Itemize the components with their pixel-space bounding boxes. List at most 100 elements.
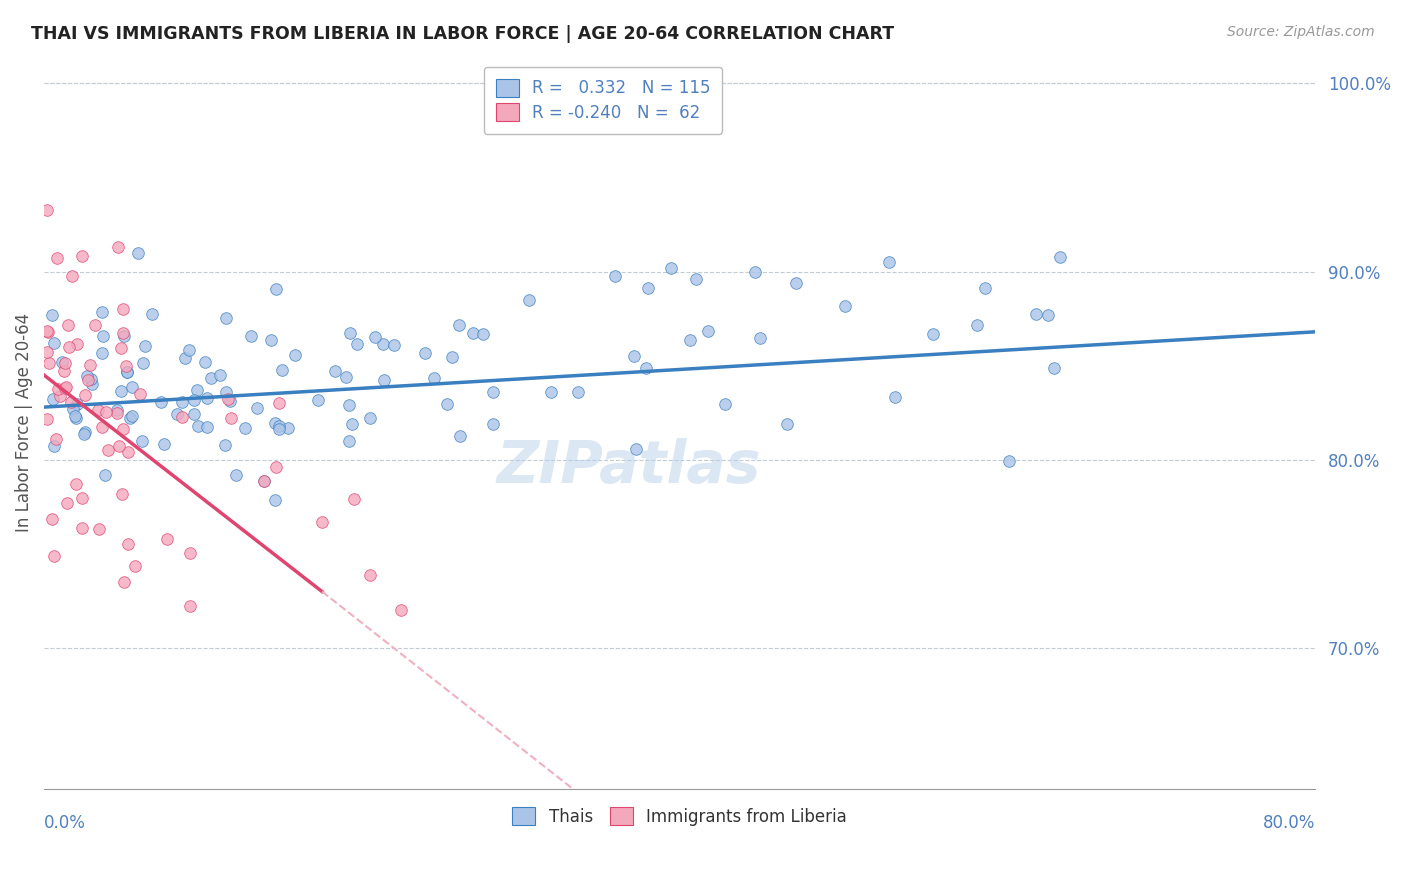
Point bbox=[267, 422, 290, 436]
Point bbox=[449, 429, 471, 443]
Point bbox=[170, 409, 193, 424]
Point bbox=[75, 425, 97, 439]
Point bbox=[51, 355, 73, 369]
Point bbox=[115, 365, 138, 379]
Point bbox=[776, 417, 799, 432]
Point bbox=[540, 385, 562, 400]
Point bbox=[45, 433, 67, 447]
Point bbox=[55, 380, 77, 394]
Point bbox=[339, 326, 361, 340]
Point bbox=[187, 419, 209, 434]
Point bbox=[110, 341, 132, 355]
Point bbox=[170, 395, 193, 409]
Point bbox=[79, 359, 101, 373]
Point bbox=[121, 409, 143, 423]
Point bbox=[605, 269, 627, 284]
Point bbox=[200, 371, 222, 385]
Point bbox=[214, 310, 236, 325]
Point bbox=[1049, 250, 1071, 264]
Point bbox=[173, 351, 195, 365]
Point bbox=[37, 344, 59, 359]
Point bbox=[42, 549, 65, 563]
Point bbox=[177, 343, 200, 358]
Point bbox=[877, 255, 900, 269]
Point bbox=[87, 403, 110, 417]
Point bbox=[346, 337, 368, 351]
Point bbox=[624, 442, 647, 457]
Point bbox=[744, 265, 766, 279]
Point bbox=[46, 252, 69, 266]
Point bbox=[134, 339, 156, 353]
Point bbox=[110, 487, 132, 501]
Point bbox=[749, 331, 772, 345]
Point bbox=[373, 373, 395, 387]
Point bbox=[53, 356, 76, 370]
Point bbox=[56, 318, 79, 333]
Point bbox=[112, 302, 135, 317]
Point bbox=[391, 603, 413, 617]
Point bbox=[225, 468, 247, 483]
Point bbox=[153, 437, 176, 451]
Point bbox=[112, 329, 135, 343]
Point bbox=[195, 419, 218, 434]
Point bbox=[117, 365, 139, 379]
Point bbox=[107, 240, 129, 254]
Point bbox=[91, 304, 114, 318]
Y-axis label: In Labor Force | Age 20-64: In Labor Force | Age 20-64 bbox=[15, 312, 32, 532]
Point bbox=[267, 396, 290, 410]
Point bbox=[65, 476, 87, 491]
Point bbox=[217, 392, 239, 406]
Point bbox=[62, 269, 84, 284]
Point bbox=[714, 397, 737, 411]
Text: 0.0%: 0.0% bbox=[44, 814, 86, 832]
Point bbox=[72, 521, 94, 535]
Point bbox=[359, 411, 381, 425]
Point bbox=[685, 272, 707, 286]
Point bbox=[659, 261, 682, 276]
Point bbox=[340, 417, 363, 432]
Point bbox=[264, 460, 287, 475]
Point bbox=[482, 384, 505, 399]
Point bbox=[246, 401, 269, 415]
Point bbox=[270, 363, 292, 377]
Point bbox=[107, 402, 129, 417]
Point bbox=[186, 384, 208, 398]
Point bbox=[91, 346, 114, 360]
Point bbox=[637, 281, 659, 295]
Point bbox=[359, 567, 381, 582]
Point bbox=[884, 390, 907, 404]
Point bbox=[117, 536, 139, 550]
Point bbox=[111, 422, 134, 436]
Point bbox=[1036, 308, 1059, 322]
Point bbox=[94, 468, 117, 483]
Point bbox=[166, 407, 188, 421]
Point bbox=[73, 427, 96, 442]
Text: ZIPatlas: ZIPatlas bbox=[496, 438, 761, 495]
Point bbox=[567, 384, 589, 399]
Point bbox=[264, 493, 287, 508]
Point bbox=[141, 307, 163, 321]
Point bbox=[87, 522, 110, 536]
Point bbox=[922, 327, 945, 342]
Point bbox=[94, 405, 117, 419]
Point bbox=[49, 389, 72, 403]
Point bbox=[219, 410, 242, 425]
Point bbox=[1025, 307, 1047, 321]
Point bbox=[277, 421, 299, 435]
Point bbox=[97, 443, 120, 458]
Point bbox=[311, 515, 333, 529]
Point bbox=[60, 395, 83, 409]
Point bbox=[413, 346, 436, 360]
Point bbox=[66, 336, 89, 351]
Point bbox=[436, 397, 458, 411]
Point bbox=[253, 474, 276, 488]
Point bbox=[132, 356, 155, 370]
Point bbox=[77, 373, 100, 387]
Point bbox=[337, 434, 360, 448]
Text: 80.0%: 80.0% bbox=[1263, 814, 1315, 832]
Point bbox=[124, 558, 146, 573]
Point bbox=[183, 393, 205, 408]
Point bbox=[482, 417, 505, 432]
Point bbox=[107, 439, 129, 453]
Point bbox=[44, 439, 66, 453]
